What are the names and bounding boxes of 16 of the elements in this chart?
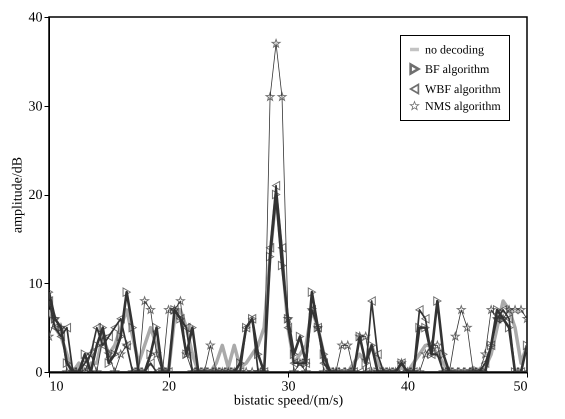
- y-tick-label: 10: [28, 276, 42, 292]
- x-axis-title: bistatic speed/(m/s): [234, 394, 344, 408]
- legend-label: no decoding: [425, 42, 484, 56]
- x-tick-label: 40: [401, 380, 415, 394]
- y-tick-label: 20: [28, 188, 42, 203]
- x-tick-label: 10: [50, 380, 64, 394]
- x-tick-label: 30: [282, 380, 296, 394]
- y-axis-title: amplitude/dB: [10, 156, 26, 234]
- x-tick-label: 20: [162, 380, 176, 394]
- legend-label: BF algorithm: [425, 62, 490, 76]
- legend-label: NMS algorithm: [425, 99, 502, 113]
- x-tick-label: 50: [514, 380, 528, 394]
- y-tick-label: 0: [36, 366, 42, 380]
- y-tick-label: 40: [28, 10, 42, 26]
- legend-label: WBF algorithm: [425, 82, 502, 96]
- y-tick-label: 30: [28, 99, 42, 114]
